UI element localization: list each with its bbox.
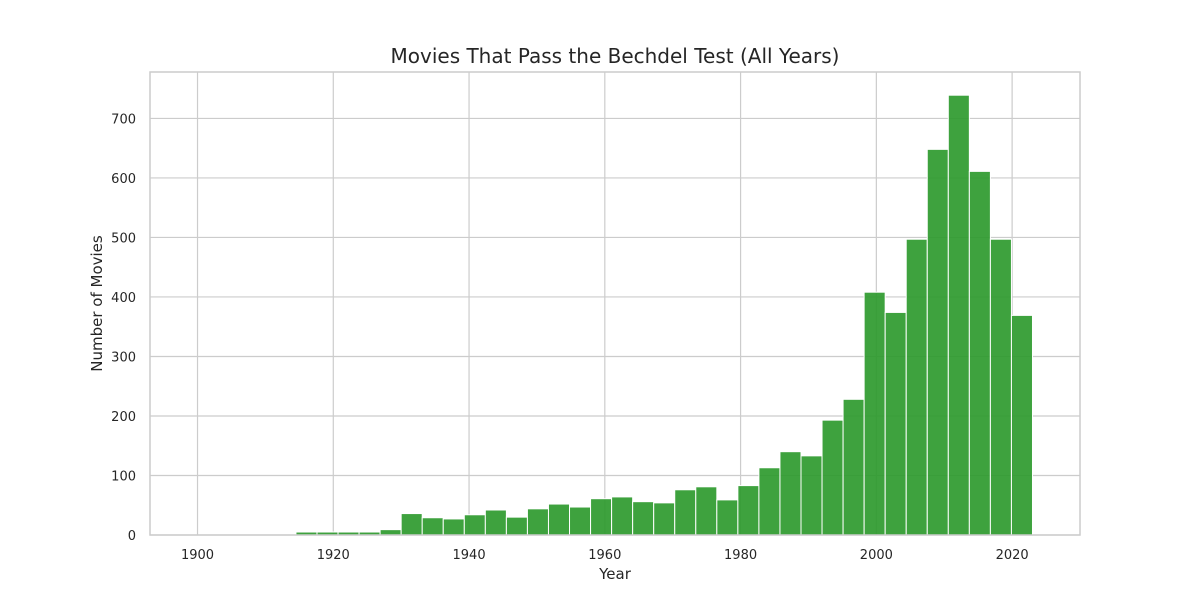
y-tick-labels: 0 100 200 300 400 500 600 700 [111,112,136,544]
x-tick-label: 1960 [588,548,621,563]
histogram-bar [421,517,444,536]
y-tick-label: 300 [111,350,136,365]
y-tick-label: 600 [111,172,136,187]
histogram-bar [632,501,655,536]
plot-frame [149,71,1081,536]
histogram-bar [947,94,970,536]
histogram-bar [821,419,844,536]
histogram-bar [968,170,991,536]
histogram-bar [400,513,423,536]
histogram-bar [526,508,549,536]
x-tick-label: 1900 [181,548,214,563]
histogram-bar [463,514,486,536]
y-axis-label: Number of Movies [88,235,106,372]
histogram-bar [989,238,1012,536]
histogram-bar [442,518,465,536]
histogram-bar [505,516,528,536]
histogram-bar [695,486,718,536]
y-tick-label: 200 [111,410,136,425]
histogram-bar [590,498,613,536]
histogram-bar [737,485,760,536]
histogram-bar [569,506,592,536]
histogram-bar [779,451,802,536]
x-axis-label: Year [598,565,632,583]
y-tick-label: 400 [111,291,136,306]
x-tick-label: 1980 [724,548,757,563]
y-tick-label: 500 [111,231,136,246]
histogram-bar [547,503,571,536]
histogram-bar [716,499,739,536]
histogram-bar [674,489,697,536]
histogram-bar [926,148,949,536]
histogram-bar [842,398,865,536]
x-tick-label: 1920 [317,548,350,563]
chart-title: Movies That Pass the Bechdel Test (All Y… [391,44,840,68]
bars-layer [295,94,1033,536]
histogram-bar [611,496,634,536]
x-tick-label: 1940 [453,548,486,563]
y-tick-label: 700 [111,112,136,127]
histogram-bar [863,291,886,536]
histogram-bar [758,467,781,536]
x-tick-labels: 1900 1920 1940 1960 1980 2000 2020 [181,548,1029,563]
histogram-bar [484,509,507,536]
x-tick-label: 2020 [996,548,1029,563]
y-tick-label: 100 [111,469,136,484]
y-tick-label: 0 [128,529,136,544]
histogram-bar [800,455,823,536]
histogram-bar [884,311,907,536]
histogram-bar [1010,314,1033,536]
histogram-bar [379,529,402,536]
histogram-bar [653,502,676,536]
histogram-bar [905,238,928,536]
x-tick-label: 2000 [860,548,893,563]
